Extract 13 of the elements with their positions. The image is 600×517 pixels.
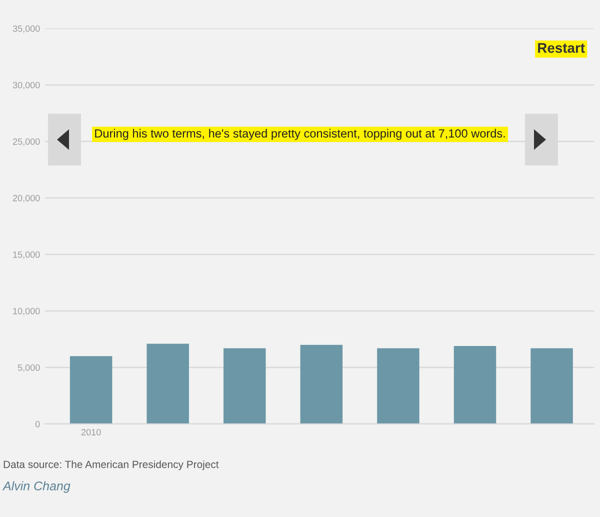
text: Alvin Chang bbox=[2, 481, 70, 493]
source-note: Data source: The American Presidency Project bbox=[4, 460, 219, 470]
y-tick-label: 10,000 bbox=[13, 308, 40, 316]
annotation: During his two terms, he's stayed pretty consistent, topping out at 7,100 words. bbox=[95, 128, 505, 140]
y-tick-label: 5,000 bbox=[18, 364, 40, 372]
x-tick-label: 2010 bbox=[81, 429, 101, 436]
y-tick-label: 0 bbox=[35, 420, 40, 428]
y-tick-label: 35,000 bbox=[12, 25, 40, 33]
annotation: Restart bbox=[538, 43, 585, 53]
y-tick-label: 25,000 bbox=[12, 138, 40, 146]
y-tick-label: 20,000 bbox=[12, 194, 40, 202]
y-tick-label: 30,000 bbox=[12, 82, 40, 90]
y-tick-label: 15,000 bbox=[13, 251, 40, 259]
